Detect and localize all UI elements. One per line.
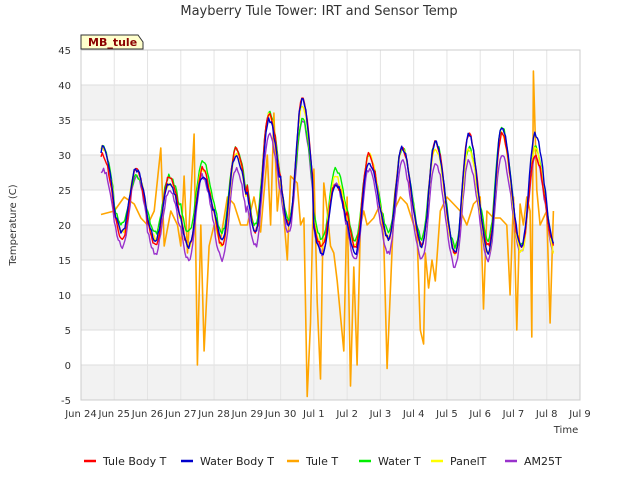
x-tick-label: Jul 4 xyxy=(402,409,425,420)
series-line-tule-t xyxy=(100,70,555,398)
series-layer xyxy=(100,70,555,398)
x-tick-label: Jun 24 xyxy=(64,409,97,420)
legend-item: Tule Body T xyxy=(84,455,167,468)
x-tick-labels: Jun 24 Jun 25 Jun 26 Jun 27 Jun 28 Jun 29 Jun … xyxy=(64,409,591,420)
y-tick-label: 10 xyxy=(58,291,71,302)
y-tick-label: 35 xyxy=(58,116,71,127)
y-tick-label: 40 xyxy=(58,81,71,92)
x-tick-label: Jun 25 xyxy=(98,409,131,420)
y-tick-label: 15 xyxy=(58,256,71,267)
legend-item: PanelT xyxy=(431,455,487,468)
legend-label: Tule Body T xyxy=(102,455,167,468)
legend-label: PanelT xyxy=(450,455,487,468)
x-tick-label: Jul 7 xyxy=(502,409,525,420)
legend: Tule Body T Water Body T Tule T Water T Pane… xyxy=(84,455,562,468)
x-tick-label: Jun 30 xyxy=(264,409,297,420)
y-tick-label: 0 xyxy=(65,361,71,372)
y-tick-label: -5 xyxy=(61,396,71,407)
x-tick-label: Jul 3 xyxy=(369,409,392,420)
site-badge-shape xyxy=(80,34,144,50)
y-tick-label: 45 xyxy=(58,46,71,57)
x-tick-label: Jun 27 xyxy=(164,409,197,420)
chart-title: Mayberry Tule Tower: IRT and Sensor Temp xyxy=(180,4,457,19)
series-line-water-body-t xyxy=(100,97,555,256)
x-tick-label: Jun 28 xyxy=(197,409,230,420)
site-badge: MB_tule xyxy=(80,34,144,50)
legend-label: Tule T xyxy=(305,455,338,468)
plot-band xyxy=(81,365,580,400)
y-tick-labels: -5 0 5 10 15 20 25 30 35 40 45 xyxy=(58,46,71,407)
x-tick-label: Jul 5 xyxy=(435,409,458,420)
plot-band xyxy=(81,295,580,330)
x-tick-label: Jul 2 xyxy=(335,409,358,420)
site-badge-label: MB_tule xyxy=(88,36,137,49)
legend-item: Tule T xyxy=(287,455,338,468)
legend-item: Water T xyxy=(359,455,421,468)
x-tick-label: Jul 6 xyxy=(468,409,491,420)
x-tick-label: Jun 26 xyxy=(131,409,164,420)
x-tick-label: Jun 29 xyxy=(231,409,264,420)
y-axis-label: Temperature (C) xyxy=(8,184,19,266)
y-tick-label: 30 xyxy=(58,151,71,162)
legend-item: Water Body T xyxy=(181,455,274,468)
y-tick-label: 20 xyxy=(58,221,71,232)
plot-band xyxy=(81,85,580,120)
legend-item: AM25T xyxy=(505,455,562,468)
x-tick-label: Jul 1 xyxy=(302,409,325,420)
y-tick-label: 25 xyxy=(58,186,71,197)
plot-frame xyxy=(80,49,581,401)
x-tick-label: Jul 9 xyxy=(568,409,591,420)
x-axis-label: Time xyxy=(553,425,578,436)
y-tick-label: 5 xyxy=(65,326,71,337)
legend-label: Water T xyxy=(378,455,421,468)
legend-label: Water Body T xyxy=(200,455,274,468)
x-tick-label: Jul 8 xyxy=(535,409,558,420)
legend-label: AM25T xyxy=(524,455,562,468)
